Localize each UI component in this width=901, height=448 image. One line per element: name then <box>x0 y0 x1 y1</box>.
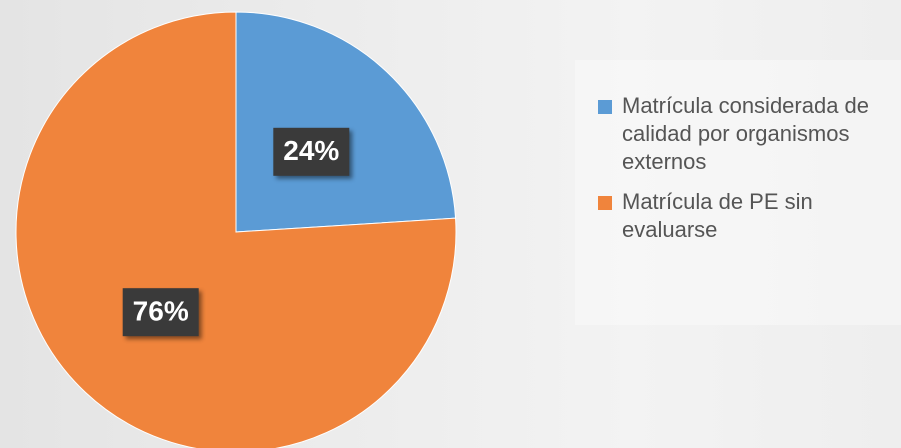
legend-swatch <box>598 196 612 210</box>
legend-item: Matrícula de PE sin evaluarse <box>598 188 888 244</box>
value-label-box <box>122 288 199 337</box>
value-label: 76% <box>133 296 189 327</box>
value-label-box <box>273 127 350 176</box>
legend-label: Matrícula de PE sin evaluarse <box>622 189 813 242</box>
legend-label: Matrícula considerada de calidad por org… <box>622 93 870 174</box>
legend-panel <box>575 60 901 325</box>
legend: Matrícula considerada de calidad por org… <box>598 92 888 256</box>
legend-item: Matrícula considerada de calidad por org… <box>598 92 888 176</box>
value-label: 24% <box>283 135 339 166</box>
slice <box>15 11 457 448</box>
slice <box>235 11 457 233</box>
legend-swatch <box>598 100 612 114</box>
